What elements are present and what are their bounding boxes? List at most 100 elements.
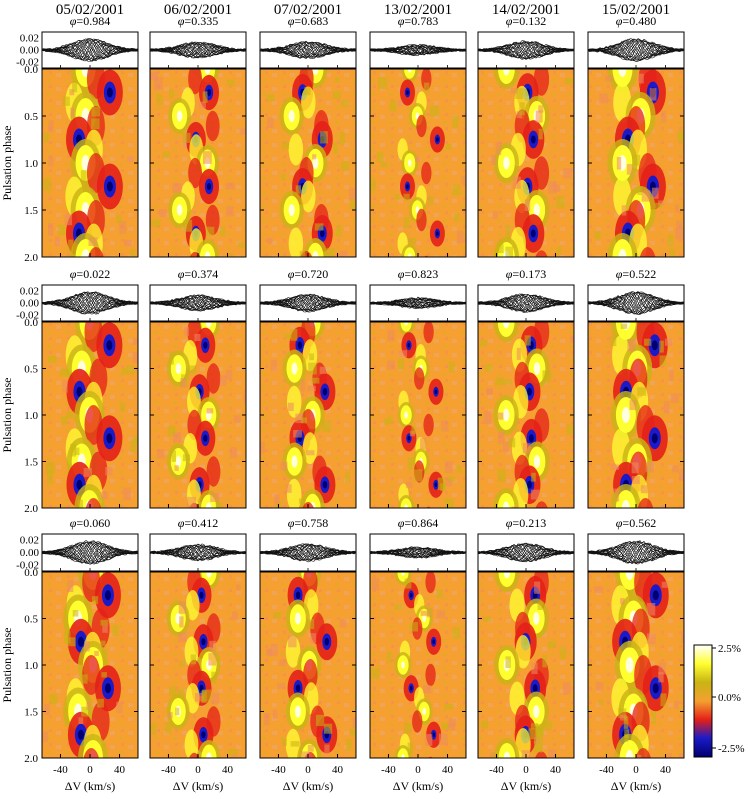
noise-patch <box>414 156 420 163</box>
noise-patch <box>324 744 330 755</box>
noise-patch <box>293 430 302 438</box>
noise-patch <box>376 152 384 162</box>
noise-patch <box>441 420 449 432</box>
noise-patch <box>594 586 604 593</box>
noise-patch <box>285 484 292 493</box>
emission-core <box>201 744 217 758</box>
phi-symbol: φ <box>178 267 185 281</box>
noise-patch <box>658 662 666 675</box>
noise-patch <box>397 358 405 370</box>
noise-patch <box>631 462 639 474</box>
phi-value: =0.720 <box>294 267 328 281</box>
noise-patch <box>47 471 53 484</box>
profile-line <box>41 296 139 315</box>
profile-line <box>259 297 357 313</box>
absorption-peak <box>527 387 532 396</box>
noise-patch <box>229 749 238 755</box>
profile-line <box>149 295 247 311</box>
heatmap <box>260 572 356 758</box>
emission-peak <box>291 362 298 375</box>
emission-peak <box>533 455 541 468</box>
noise-patch <box>174 465 179 471</box>
noise-patch <box>119 402 125 412</box>
absorption-peak <box>530 229 536 238</box>
absorption-peak <box>406 184 409 189</box>
heatmap <box>260 69 356 257</box>
phi-value: =0.683 <box>294 14 328 28</box>
emission-core <box>612 239 633 257</box>
noise-patch <box>346 739 352 751</box>
phase-label: φ=0.060 <box>70 516 110 530</box>
absorption-peak <box>528 434 534 443</box>
noise-patch <box>236 584 241 591</box>
x-tick-label: -40 <box>161 764 176 776</box>
noise-patch <box>299 250 306 257</box>
noise-patch <box>284 334 292 340</box>
absorption-feature <box>88 247 104 257</box>
noise-patch <box>180 378 187 388</box>
emission-feature <box>286 478 302 508</box>
noise-patch <box>637 754 642 758</box>
emission-peak <box>503 69 510 76</box>
noise-patch <box>572 390 574 403</box>
noise-patch <box>199 101 206 109</box>
heatmap <box>150 69 246 257</box>
absorption-feature <box>425 663 436 687</box>
noise-patch <box>547 641 557 649</box>
profile-line <box>259 43 357 59</box>
emission-peak <box>502 322 510 329</box>
profile-line <box>149 545 247 561</box>
noise-patch <box>266 117 274 128</box>
noise-patch <box>530 489 540 500</box>
phi-value: =0.412 <box>184 516 218 530</box>
noise-patch <box>528 728 538 740</box>
noise-patch <box>413 469 423 482</box>
panel-r3-c4: φ=0.864 -40 0 40 ΔV (km/s) <box>369 516 467 793</box>
noise-patch <box>194 333 201 342</box>
emission-peak <box>407 69 412 73</box>
profile-tick-label: -0.02 <box>16 559 39 571</box>
noise-patch <box>658 672 664 683</box>
phase-label: φ=0.022 <box>70 267 110 281</box>
noise-patch <box>511 506 518 508</box>
absorption-feature <box>188 752 200 758</box>
phi-value: =0.022 <box>76 267 110 281</box>
noise-patch <box>159 208 167 218</box>
noise-patch <box>195 692 204 702</box>
absorption-feature <box>188 157 202 189</box>
noise-patch <box>277 682 286 689</box>
noise-patch <box>215 502 223 508</box>
x-axis-label: ΔV (km/s) <box>65 779 116 793</box>
noise-patch <box>394 604 403 610</box>
y-tick-label: 1.5 <box>24 205 38 217</box>
noise-patch <box>492 211 498 219</box>
x-tick-label: -40 <box>53 764 68 776</box>
noise-patch <box>651 187 659 199</box>
noise-patch <box>86 701 91 711</box>
noise-patch <box>231 754 238 758</box>
noise-patch <box>659 355 667 367</box>
absorption-feature <box>535 501 548 508</box>
noise-patch <box>172 183 182 193</box>
noise-patch <box>643 338 652 346</box>
noise-patch <box>54 236 61 246</box>
noise-patch <box>427 607 432 616</box>
profile-line <box>41 293 139 315</box>
absorption-peak <box>76 479 83 490</box>
heatmap <box>42 69 138 257</box>
noise-patch <box>324 723 333 734</box>
noise-patch <box>70 107 75 119</box>
phase-label: φ=0.213 <box>506 516 546 530</box>
absorption-peak <box>652 590 659 601</box>
noise-patch <box>667 234 674 247</box>
panel-r3-c1: φ=0.060 0.020.00-0.020.0 0.5 1.0 1.5 2.0 -40 0 4… <box>16 516 139 793</box>
panel-r2-c3: φ=0.720 <box>259 267 357 509</box>
noise-patch <box>486 388 493 394</box>
profile-tick-label: -0.02 <box>16 310 39 322</box>
phi-value: =0.562 <box>622 516 656 530</box>
noise-patch <box>100 640 106 646</box>
heatmap <box>370 572 466 758</box>
noise-patch <box>288 635 297 648</box>
noise-patch <box>599 93 608 104</box>
phi-value: =0.823 <box>404 267 438 281</box>
